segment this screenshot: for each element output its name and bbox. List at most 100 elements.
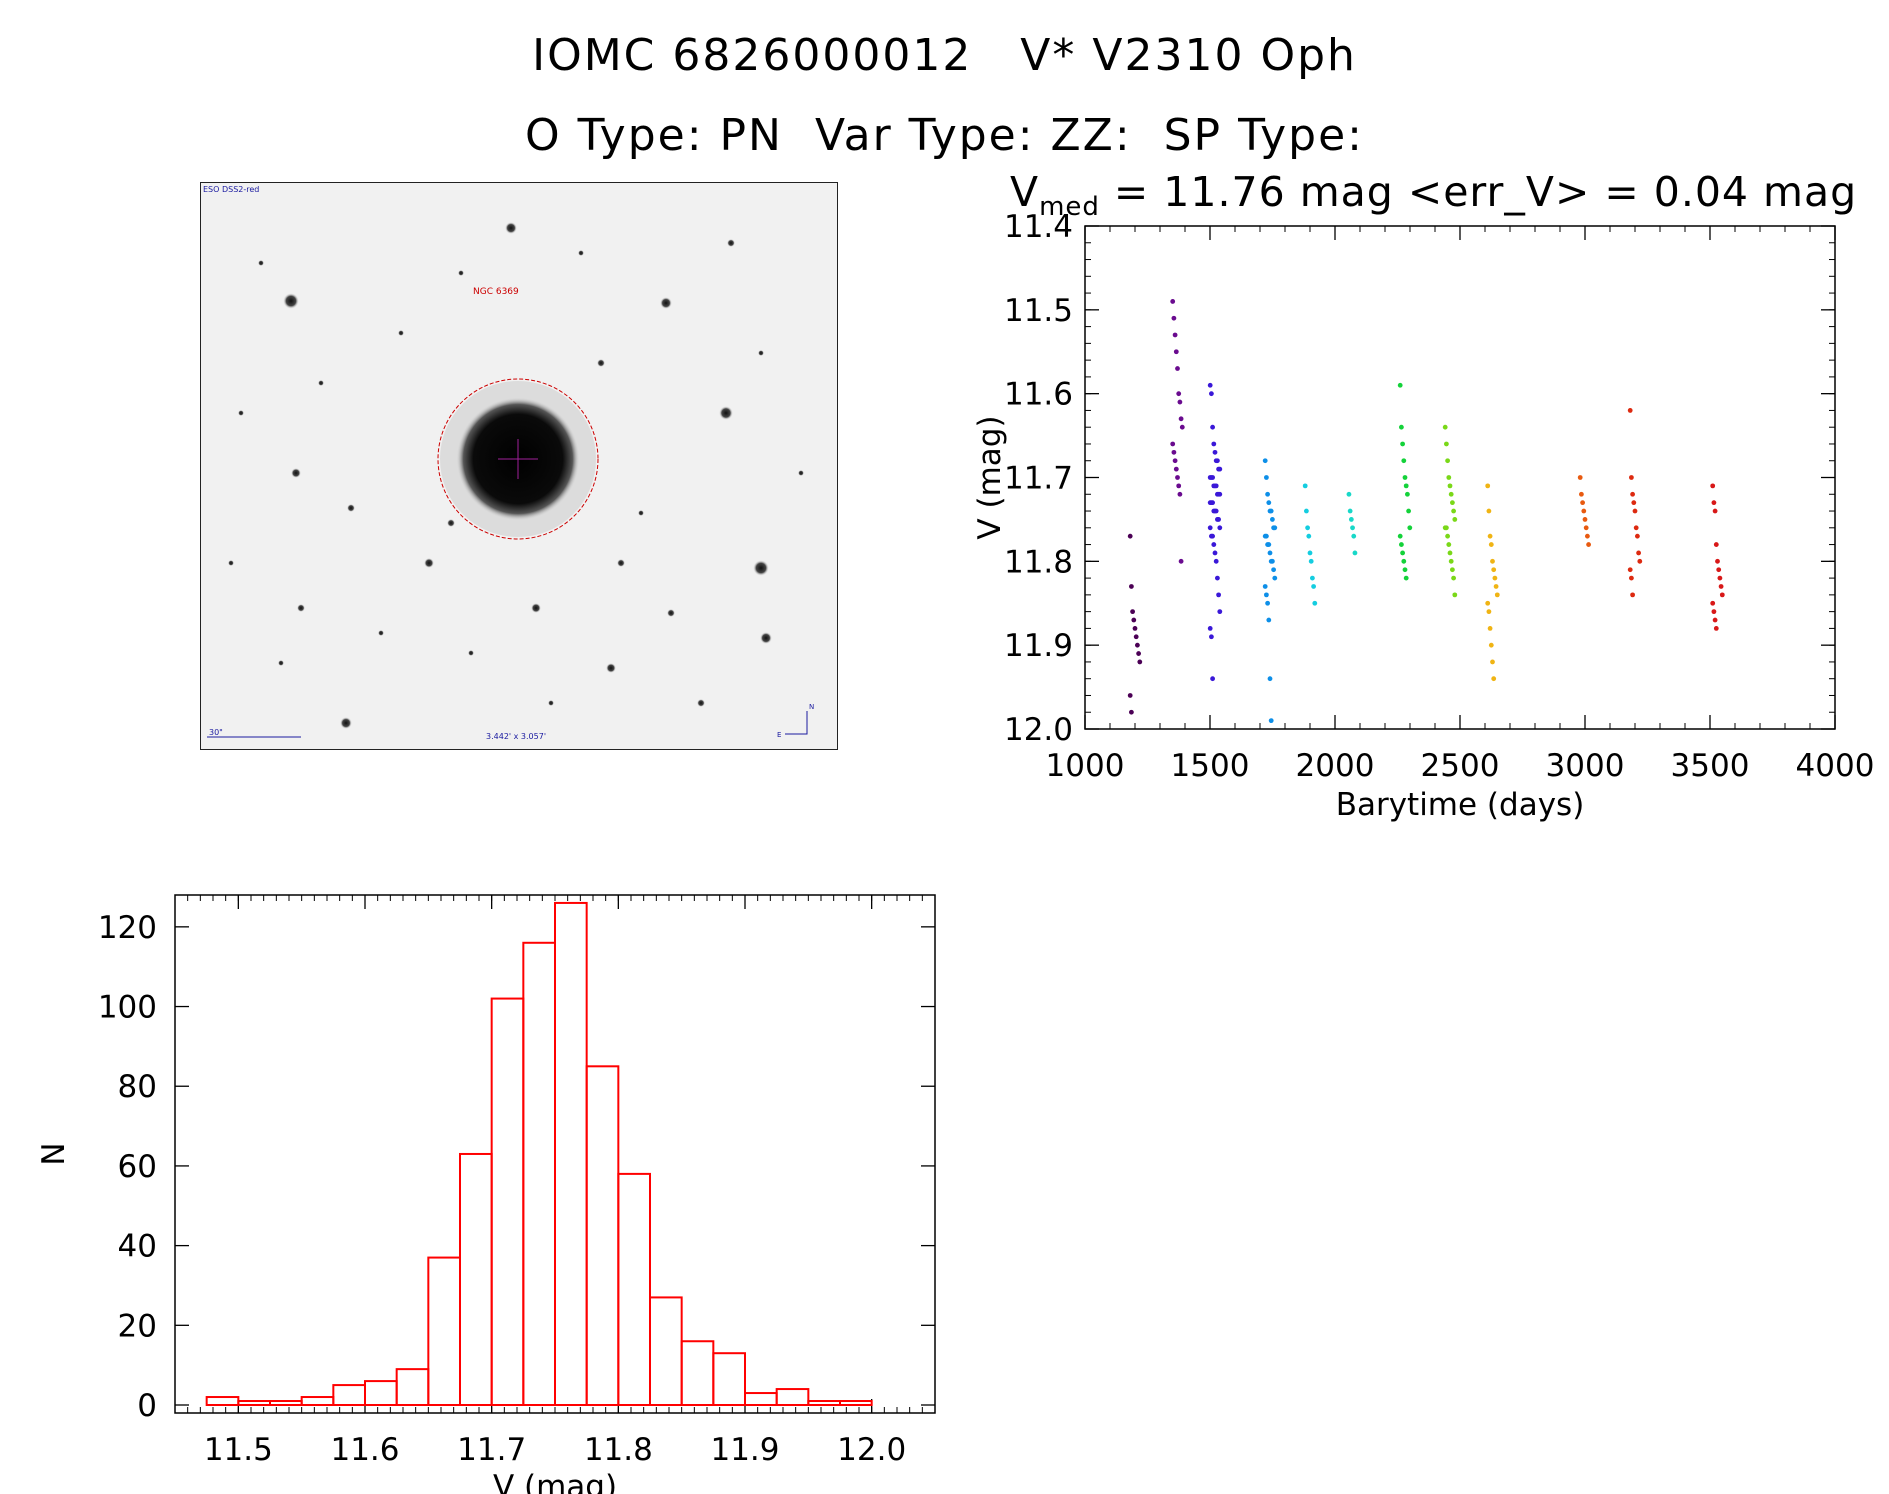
lightcurve-point [1400,441,1405,447]
lightcurve-point [1450,567,1455,573]
lightcurve-point [1133,634,1139,640]
field-star [638,510,644,516]
hist-x-tick-label: 11.9 [710,1432,779,1468]
lightcurve-point [1350,525,1355,531]
lightcurve-point [1492,575,1498,581]
x-tick-label: 1500 [1171,748,1250,784]
lightcurve-point [1127,533,1133,539]
compass-north-label: N [809,703,814,711]
lightcurve-point [1718,584,1724,589]
lightcurve-point [1173,466,1179,472]
lightcurve-point [1451,575,1456,581]
field-star [758,350,764,356]
histogram-bar [237,1400,271,1406]
histogram-bar [300,1396,335,1406]
lightcurve-point [1172,458,1178,464]
lightcurve-point [1488,542,1494,547]
lightcurve-point [1209,500,1214,506]
lightcurve-point [1586,542,1591,547]
field-star [291,468,301,478]
lightcurve-point [1629,575,1634,581]
lightcurve-point [1579,491,1584,497]
field-star [719,406,733,420]
field-star [505,222,517,234]
field-star [238,410,244,416]
lightcurve-point [1401,558,1407,564]
hist-y-tick-label: 20 [118,1308,157,1344]
lightcurve-point [1217,609,1223,615]
x-tick-label: 1000 [1046,748,1125,784]
x-tick-label: 2500 [1421,748,1500,784]
finder-chart-svg: ESO DSS2-red NGC 6369 30" 3.442' x 3.057… [201,183,837,749]
lightcurve-point [1209,391,1214,397]
field-star [228,560,234,566]
lightcurve-point [1407,525,1413,531]
field-star [468,650,474,656]
compass-east-label: E [777,731,781,739]
lightcurve-point [1631,500,1637,506]
hist-y-tick-label: 60 [118,1149,157,1185]
lightcurve-point [1487,533,1493,539]
histogram-bar [649,1296,683,1407]
lightcurve-point [1486,609,1492,615]
lightcurve-point [1713,626,1719,631]
lightcurve-point [1633,525,1639,531]
lightcurve-point [1271,567,1276,573]
lightcurve-point [1215,458,1220,464]
histogram-bar [554,901,588,1406]
finder-chart-image: ESO DSS2-red NGC 6369 30" 3.442' x 3.057… [200,182,838,750]
lightcurve-point [1210,676,1215,682]
lightcurve-point [1267,676,1273,682]
lightcurve-point [1217,491,1223,497]
lightcurve-point [1262,584,1268,589]
lightcurve-point [1632,508,1638,514]
lightcurve-point [1403,575,1409,581]
lightcurve-point [1212,508,1218,514]
hist-x-tick-label: 11.7 [457,1432,526,1468]
lightcurve-point [1135,642,1140,648]
lightcurve-point [1172,332,1178,338]
lightcurve-point [1213,558,1219,564]
lightcurve-point [1403,483,1409,489]
histogram-bar [839,1400,873,1406]
lightcurve-point [1716,567,1722,573]
lightcurve-point [1267,508,1273,514]
lightcurve-point [1448,558,1454,564]
lightcurve-point [1485,600,1491,606]
scale-label: 30" [209,728,223,737]
lightcurve-point [1132,626,1138,631]
lightcurve-point [1176,391,1182,397]
lightcurve-point [1272,575,1278,581]
lightcurve-point [1488,642,1494,648]
y-tick-label: 11.7 [1004,461,1073,497]
histogram-bar [712,1352,746,1406]
chart-title-line2: O Type: PN Var Type: ZZ: SP Type: [525,110,1364,161]
lightcurve-point [1265,542,1270,547]
lightcurve-point [1351,533,1357,539]
field-star [578,250,584,256]
lightcurve-point [1486,508,1492,514]
field-star [798,470,804,476]
lightcurve-point [1262,458,1268,464]
lightcurve-point [1178,558,1184,564]
lightcurve-point [1717,575,1723,581]
lightcurve-point [1712,617,1718,623]
lightcurve-point [1129,584,1134,589]
field-star [378,630,384,636]
field-star [531,603,541,613]
field-star [753,560,769,576]
lightcurve-point [1216,466,1221,472]
lightcurve-point [1494,592,1500,598]
field-star [340,717,352,729]
lightcurve-point [1711,500,1717,506]
lightcurve-point [1179,424,1185,430]
lightcurve-point [1175,366,1180,371]
histogram-bar [205,1396,240,1406]
lightcurve-point [1266,500,1272,506]
lightcurve-point [1450,500,1455,506]
lightcurve-stats-label: Vmed = 11.76 mag <err_V> = 0.04 mag [1010,168,1858,223]
field-star [347,504,355,512]
lightcurve-point [1306,533,1312,539]
lightcurve-point [1446,475,1452,480]
lightcurve-point [1491,676,1497,682]
